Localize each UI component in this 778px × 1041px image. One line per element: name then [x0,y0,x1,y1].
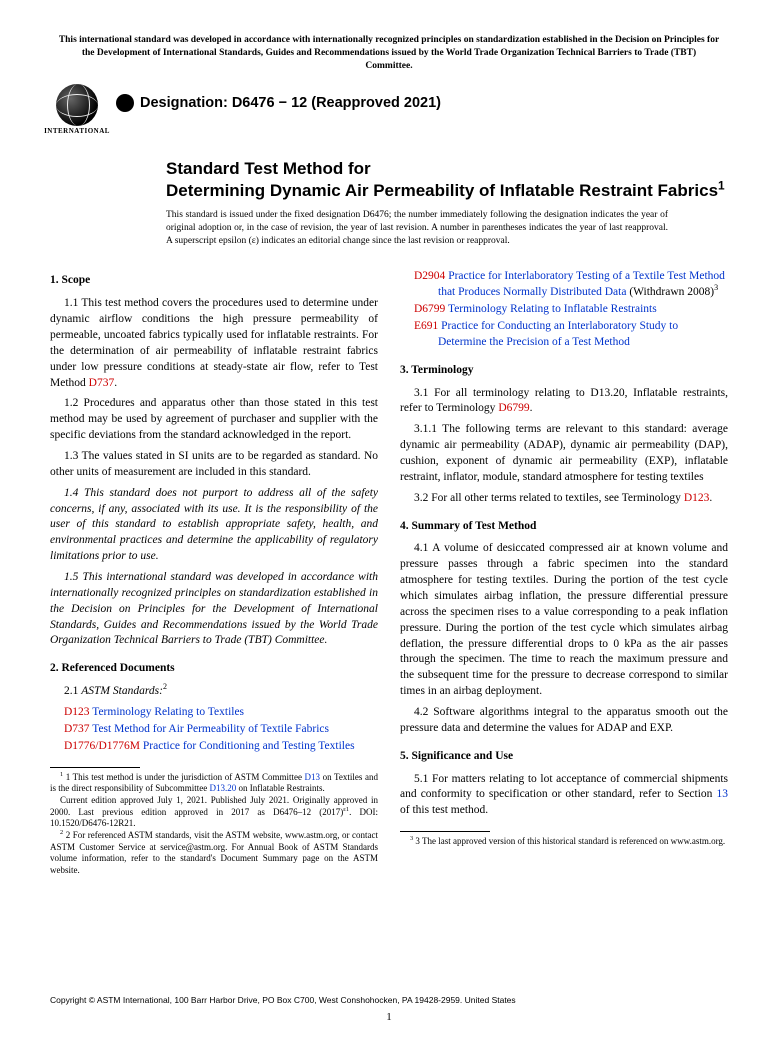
col2-footnotes: 3 3 The last approved version of this hi… [400,831,728,848]
para-3-1-1: 3.1.1 The following terms are relevant t… [400,422,728,485]
title-text: Determining Dynamic Air Permeability of … [166,181,718,200]
para-1-2: 1.2 Procedures and apparatus other than … [50,396,378,444]
title-footnote-ref: 1 [718,178,725,192]
small-globe-icon [116,94,134,112]
para-1-5: 1.5 This international standard was deve… [50,570,378,649]
footnote-1: 1 1 This test method is under the jurisd… [50,772,378,795]
para-4-1: 4.1 A volume of desiccated compressed ai… [400,541,728,700]
copyright-line: Copyright © ASTM International, 100 Barr… [50,995,516,1005]
link-d6799[interactable]: D6799 [498,402,529,414]
para-4-2: 4.2 Software algorithms integral to the … [400,705,728,737]
ref-d737: D737 Test Method for Air Permeability of… [64,722,378,738]
para-1-1: 1.1 This test method covers the procedur… [50,296,378,391]
designation-text: Designation: D6476 − 12 (Reapproved 2021… [140,95,441,111]
tbt-notice: This international standard was develope… [50,34,728,72]
link-d123[interactable]: D123 [684,492,710,504]
ref-d2904: D2904 Practice for Interlaboratory Testi… [414,269,728,301]
ref-e691: E691 Practice for Conducting an Interlab… [414,319,728,351]
section-5-head: 5. Significance and Use [400,749,728,765]
body-columns: 1. Scope 1.1 This test method covers the… [50,269,728,876]
link-d737[interactable]: D737 [89,377,115,389]
section-2-head: 2. Referenced Documents [50,661,378,677]
para-1-4: 1.4 This standard does not purport to ad… [50,486,378,565]
para-3-2: 3.2 For all other terms related to texti… [400,491,728,507]
document-page: This international standard was develope… [0,0,778,897]
footnote-rule-1 [50,767,140,768]
link-section-13[interactable]: 13 [717,788,729,800]
astm-logo: INTERNATIONAL [50,82,104,136]
title-block: Standard Test Method for Determining Dyn… [166,158,728,201]
footnote-rule-2 [400,831,490,832]
ref-d1776: D1776/D1776M Practice for Conditioning a… [64,739,378,755]
title-line-1: Standard Test Method for [166,158,728,179]
ref-list: D123 Terminology Relating to Textiles D7… [50,705,378,755]
footnote-2: 2 2 For referenced ASTM standards, visit… [50,830,378,877]
para-1-3: 1.3 The values stated in SI units are to… [50,449,378,481]
col1-footnotes: 1 1 This test method is under the jurisd… [50,767,378,877]
ref-list-cont: D2904 Practice for Interlaboratory Testi… [400,269,728,350]
title-line-2: Determining Dynamic Air Permeability of … [166,180,728,201]
section-3-head: 3. Terminology [400,363,728,379]
para-3-1: 3.1 For all terminology relating to D13.… [400,386,728,418]
footnote-1b: Current edition approved July 1, 2021. P… [50,795,378,830]
designation-line: Designation: D6476 − 12 (Reapproved 2021… [116,94,441,112]
footnote-3: 3 3 The last approved version of this hi… [400,836,728,848]
section-1-head: 1. Scope [50,273,378,289]
para-2-1: 2.1 ASTM Standards:2 [50,684,378,700]
header-row: INTERNATIONAL Designation: D6476 − 12 (R… [50,84,728,136]
logo-text: INTERNATIONAL [44,127,110,135]
page-number: 1 [0,1011,778,1023]
para-5-1: 5.1 For matters relating to lot acceptan… [400,772,728,820]
globe-icon [56,84,98,126]
ref-d123: D123 Terminology Relating to Textiles [64,705,378,721]
ref-d6799: D6799 Terminology Relating to Inflatable… [414,302,728,318]
issuance-note: This standard is issued under the fixed … [166,209,728,247]
section-4-head: 4. Summary of Test Method [400,519,728,535]
